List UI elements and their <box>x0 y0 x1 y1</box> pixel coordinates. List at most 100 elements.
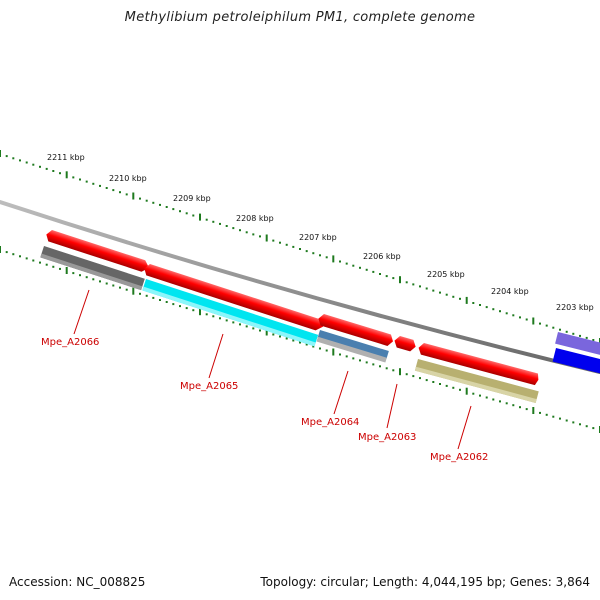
minor-tick <box>385 275 388 278</box>
minor-tick <box>52 265 55 268</box>
major-tick <box>0 246 1 253</box>
minor-tick <box>45 263 48 266</box>
minor-tick <box>392 277 395 280</box>
tick-labels: 2211 kbp 2210 kbp 2209 kbp 2208 kbp 2207… <box>47 153 594 312</box>
major-tick <box>399 368 401 376</box>
major-tick <box>132 287 135 295</box>
minor-tick <box>519 316 521 319</box>
minor-tick <box>512 314 515 317</box>
minor-tick <box>185 307 188 310</box>
minor-tick <box>479 394 481 397</box>
major-tick <box>199 308 201 316</box>
minor-tick <box>139 292 141 295</box>
minor-tick <box>12 253 15 256</box>
minor-tick <box>325 349 328 352</box>
minor-tick <box>552 415 555 418</box>
minor-tick <box>539 411 541 414</box>
minor-tick <box>219 222 221 225</box>
cds-arrow[interactable] <box>317 313 395 347</box>
minor-tick <box>405 373 408 376</box>
minor-tick <box>32 259 35 262</box>
minor-tick <box>419 377 421 380</box>
tick-label: 2206 kbp <box>363 252 401 261</box>
minor-tick <box>19 159 21 162</box>
minor-tick <box>125 193 128 196</box>
minor-tick <box>365 268 368 271</box>
minor-tick <box>5 155 8 158</box>
gene-label-mpe-a2065[interactable]: Mpe_A2065 <box>180 381 238 392</box>
minor-tick <box>179 210 181 213</box>
minor-tick <box>25 161 28 164</box>
major-tick <box>465 387 468 395</box>
minor-tick <box>245 325 248 328</box>
major-tick <box>332 255 335 263</box>
minor-tick <box>525 408 528 411</box>
minor-tick <box>505 312 508 315</box>
cds-feature-track <box>44 229 600 386</box>
minor-tick <box>212 315 215 318</box>
minor-tick <box>385 367 388 370</box>
minor-tick <box>539 322 541 325</box>
minor-tick <box>485 396 488 399</box>
minor-tick <box>292 339 295 342</box>
minor-tick <box>172 303 175 306</box>
minor-tick <box>459 388 461 391</box>
minor-tick <box>279 335 281 338</box>
minor-tick <box>545 324 548 327</box>
cds-arrow[interactable] <box>393 335 417 353</box>
cds-arrow[interactable] <box>417 342 540 386</box>
minor-tick <box>445 293 448 296</box>
minor-tick <box>585 336 588 339</box>
gene-bar-mpe-a2065[interactable] <box>142 279 319 347</box>
gene-bar-partial[interactable] <box>552 348 600 374</box>
cds-arrow[interactable] <box>44 229 150 274</box>
gene-bar-mpe-a2062[interactable] <box>414 359 539 403</box>
minor-tick <box>172 208 175 211</box>
major-tick <box>0 150 1 157</box>
minor-tick <box>192 309 195 312</box>
minor-tick <box>565 419 568 422</box>
minor-tick <box>245 231 248 234</box>
gene-bar-mpe-a2066[interactable] <box>40 245 145 291</box>
minor-tick <box>412 283 415 286</box>
major-tick <box>532 407 535 414</box>
major-tick <box>399 276 401 284</box>
minor-tick <box>325 256 328 259</box>
minor-tick <box>372 363 375 366</box>
gene-label-mpe-a2066[interactable]: Mpe_A2066 <box>41 337 99 348</box>
minor-tick <box>259 329 261 332</box>
minor-tick <box>419 285 421 288</box>
minor-tick <box>305 250 308 253</box>
minor-tick <box>225 225 228 227</box>
minor-tick <box>572 421 575 424</box>
minor-tick <box>452 386 455 389</box>
minor-tick <box>392 369 395 372</box>
major-tick <box>532 317 535 325</box>
minor-tick <box>345 355 348 358</box>
gene-label-mpe-a2062[interactable]: Mpe_A2062 <box>430 452 488 463</box>
cds-arrow-partial[interactable] <box>555 332 600 356</box>
minor-tick <box>39 261 41 264</box>
gene-label-mpe-a2064[interactable]: Mpe_A2064 <box>301 417 359 428</box>
minor-tick <box>352 264 355 267</box>
minor-tick <box>425 379 428 382</box>
minor-tick <box>99 280 101 283</box>
cds-arrow[interactable] <box>142 263 325 333</box>
minor-tick <box>19 255 21 258</box>
major-tick <box>465 296 468 304</box>
gene-label-mpe-a2063[interactable]: Mpe_A2063 <box>358 432 416 443</box>
minor-tick <box>499 310 501 313</box>
minor-tick <box>592 339 595 341</box>
minor-tick <box>232 321 235 324</box>
major-tick <box>332 348 335 356</box>
minor-tick <box>205 218 208 221</box>
minor-tick <box>125 288 128 291</box>
minor-tick <box>145 199 148 202</box>
gene-bar-mpe-a2064[interactable] <box>316 330 389 363</box>
minor-tick <box>365 361 368 364</box>
minor-tick <box>252 233 255 236</box>
minor-tick <box>165 206 168 208</box>
minor-tick <box>485 306 488 309</box>
minor-tick <box>345 262 348 265</box>
